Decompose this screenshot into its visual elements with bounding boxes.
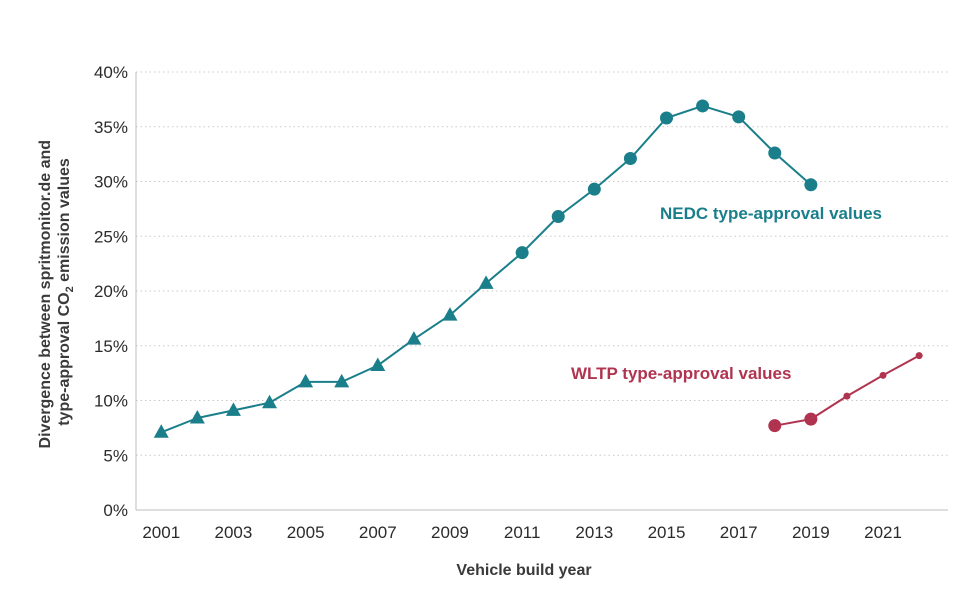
x-tick-label: 2001 [142,523,180,542]
data-point [515,246,529,260]
y-axis-title: Divergence between spritmonitor.de and t… [37,136,76,449]
data-point [696,99,710,113]
x-tick-label: 2009 [431,523,469,542]
x-tick-label: 2011 [504,523,541,542]
x-axis-title: Vehicle build year [456,562,591,579]
data-point [189,410,205,424]
y-tick-label: 15% [94,337,128,356]
data-point [879,371,887,379]
y-tick-label: 0% [103,501,128,520]
y-axis-title-line1: Divergence between spritmonitor.de and [37,140,54,449]
x-tick-labels: 2001 2003 2005 2007 2009 2011 2013 2015 2017 2019… [142,523,902,542]
x-tick-label: 2007 [359,523,397,542]
series-1 [768,352,923,433]
wltp-series-label: WLTP type-approval values [571,364,791,383]
data-point [262,394,278,409]
data-point [225,402,241,416]
data-point [843,392,851,400]
series-line [774,354,920,427]
x-tick-label: 2021 [864,523,902,542]
y-tick-labels: 0% 5% 10% 15% 20% 25% 30% 35% 40% [94,63,128,520]
y-tick-label: 5% [103,446,128,465]
data-point [768,146,782,160]
data-point [334,373,350,388]
data-point [623,152,637,166]
data-point [768,419,782,433]
data-point [478,275,494,289]
data-point [298,373,314,388]
x-tick-label: 2003 [215,523,253,542]
data-point [804,412,818,426]
y-axis-title-line2: type-approval CO2 emission values [56,158,76,426]
x-tick-label: 2017 [720,523,758,542]
data-point [660,111,674,125]
data-point [804,178,818,192]
y-tick-label: 25% [94,227,128,246]
y-tick-label: 40% [94,63,128,82]
gridlines [136,71,948,456]
y-tick-label: 30% [94,173,128,192]
y-tick-label: 35% [94,118,128,137]
y-tick-label: 20% [94,282,128,301]
series-0 [153,99,818,438]
data-point [732,110,746,124]
data-point [915,352,923,360]
data-point [551,210,565,224]
x-tick-label: 2005 [287,523,325,542]
series [153,99,923,438]
data-point [370,357,386,371]
x-tick-label: 2013 [575,523,613,542]
nedc-series-label: NEDC type-approval values [660,204,882,223]
data-point [153,424,169,438]
data-point [587,182,601,196]
x-tick-label: 2019 [792,523,830,542]
x-tick-label: 2015 [648,523,686,542]
y-tick-label: 10% [94,392,128,411]
data-point [442,307,458,321]
series-line [160,104,812,434]
data-point [406,331,422,345]
